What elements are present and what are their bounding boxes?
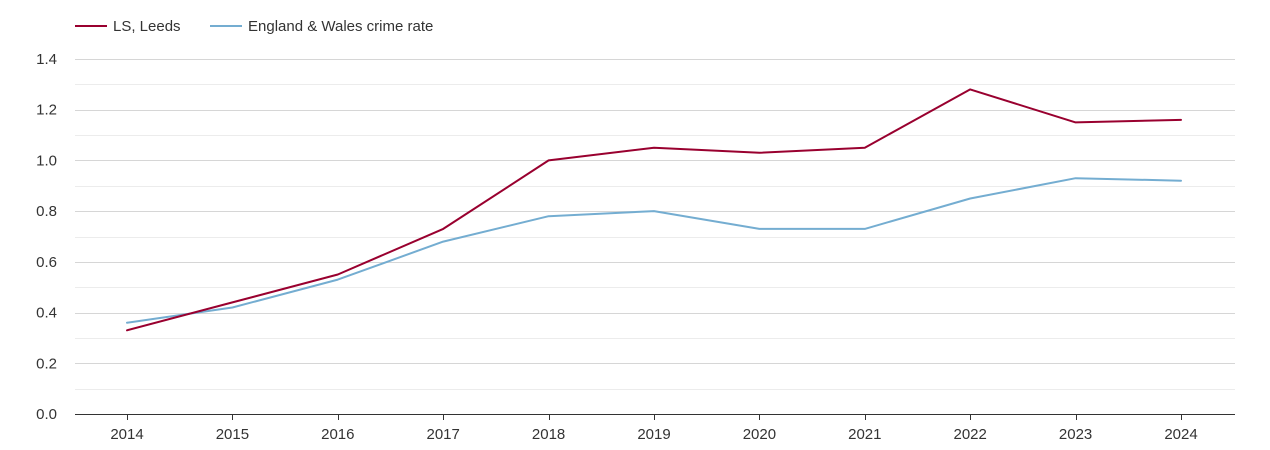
y-tick-label: 1.2 (36, 102, 57, 119)
y-tick-label: 1.0 (36, 152, 57, 169)
legend: LS, Leeds England & Wales crime rate (75, 18, 433, 35)
x-tick-label: 2022 (954, 426, 987, 443)
y-tick-label: 1.4 (36, 51, 57, 68)
x-tick-label: 2021 (848, 426, 881, 443)
grid-lines (75, 59, 1235, 390)
x-tick-label: 2019 (637, 426, 670, 443)
series-lines (126, 88, 1182, 332)
y-tick-label: 0.4 (36, 305, 57, 322)
legend-item-leeds[interactable]: LS, Leeds (75, 18, 181, 35)
x-axis: 2014 2015 2016 2017 2018 2019 2020 2021 2022 2023… (75, 414, 1235, 443)
x-tick-label: 2017 (427, 426, 460, 443)
x-tick-label: 2024 (1164, 426, 1197, 443)
x-tick-label: 2020 (743, 426, 776, 443)
y-axis: 0.0 0.2 0.4 0.6 0.8 1.0 1.2 1.4 (36, 51, 57, 423)
x-tick-label: 2014 (110, 426, 143, 443)
series-line-leeds (126, 88, 1182, 332)
y-tick-label: 0.8 (36, 203, 57, 220)
x-tick-label: 2018 (532, 426, 565, 443)
y-tick-label: 0.6 (36, 254, 57, 271)
y-tick-label: 0.0 (36, 406, 57, 423)
x-tick-label: 2016 (321, 426, 354, 443)
x-tick-label: 2023 (1059, 426, 1092, 443)
legend-label-england-wales: England & Wales crime rate (248, 18, 433, 35)
legend-item-england-wales[interactable]: England & Wales crime rate (210, 18, 433, 35)
y-tick-label: 0.2 (36, 355, 57, 372)
series-line-england-wales (126, 177, 1182, 324)
x-tick-label: 2015 (216, 426, 249, 443)
legend-label-leeds: LS, Leeds (113, 18, 181, 35)
